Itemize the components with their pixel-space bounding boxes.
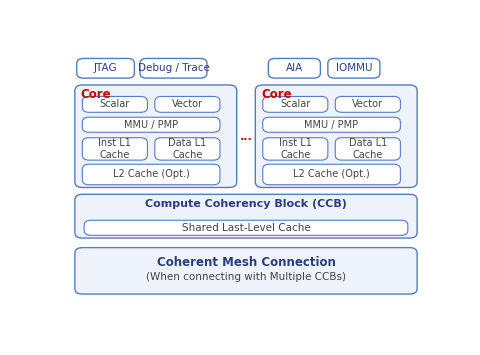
Text: ...: ... (240, 132, 253, 142)
FancyBboxPatch shape (263, 97, 328, 112)
FancyBboxPatch shape (140, 59, 207, 78)
Text: MMU / PMP: MMU / PMP (304, 120, 359, 130)
Text: L2 Cache (Opt.): L2 Cache (Opt.) (293, 169, 370, 180)
Text: Inst L1
Cache: Inst L1 Cache (279, 138, 312, 160)
Text: Data L1
Cache: Data L1 Cache (168, 138, 206, 160)
FancyBboxPatch shape (77, 59, 134, 78)
Text: Compute Coherency Block (CCB): Compute Coherency Block (CCB) (145, 199, 347, 209)
Text: JTAG: JTAG (94, 63, 118, 73)
Text: Data L1
Cache: Data L1 Cache (348, 138, 387, 160)
FancyBboxPatch shape (335, 97, 400, 112)
Text: Vector: Vector (172, 99, 203, 109)
FancyBboxPatch shape (155, 97, 220, 112)
Text: Core: Core (81, 88, 111, 101)
Text: Scalar: Scalar (280, 99, 311, 109)
FancyBboxPatch shape (155, 138, 220, 160)
Text: Vector: Vector (352, 99, 384, 109)
Text: Coherent Mesh Connection: Coherent Mesh Connection (156, 256, 336, 269)
FancyBboxPatch shape (263, 117, 400, 132)
Text: L2 Cache (Opt.): L2 Cache (Opt.) (113, 169, 190, 180)
FancyBboxPatch shape (255, 85, 417, 187)
FancyBboxPatch shape (263, 164, 400, 185)
Text: AIA: AIA (286, 63, 303, 73)
Text: Scalar: Scalar (100, 99, 130, 109)
FancyBboxPatch shape (335, 138, 400, 160)
FancyBboxPatch shape (83, 138, 147, 160)
FancyBboxPatch shape (83, 164, 220, 185)
Text: MMU / PMP: MMU / PMP (124, 120, 178, 130)
Text: Inst L1
Cache: Inst L1 Cache (98, 138, 132, 160)
FancyBboxPatch shape (75, 194, 417, 238)
FancyBboxPatch shape (75, 85, 237, 187)
FancyBboxPatch shape (263, 138, 328, 160)
Text: Core: Core (261, 88, 292, 101)
FancyBboxPatch shape (75, 248, 417, 294)
Text: Shared Last-Level Cache: Shared Last-Level Cache (181, 223, 311, 233)
Text: Debug / Trace: Debug / Trace (138, 63, 209, 73)
Text: (When connecting with Multiple CCBs): (When connecting with Multiple CCBs) (146, 272, 346, 282)
FancyBboxPatch shape (84, 220, 408, 235)
Text: IOMMU: IOMMU (336, 63, 372, 73)
FancyBboxPatch shape (83, 97, 147, 112)
FancyBboxPatch shape (83, 117, 220, 132)
FancyBboxPatch shape (268, 59, 321, 78)
FancyBboxPatch shape (328, 59, 380, 78)
